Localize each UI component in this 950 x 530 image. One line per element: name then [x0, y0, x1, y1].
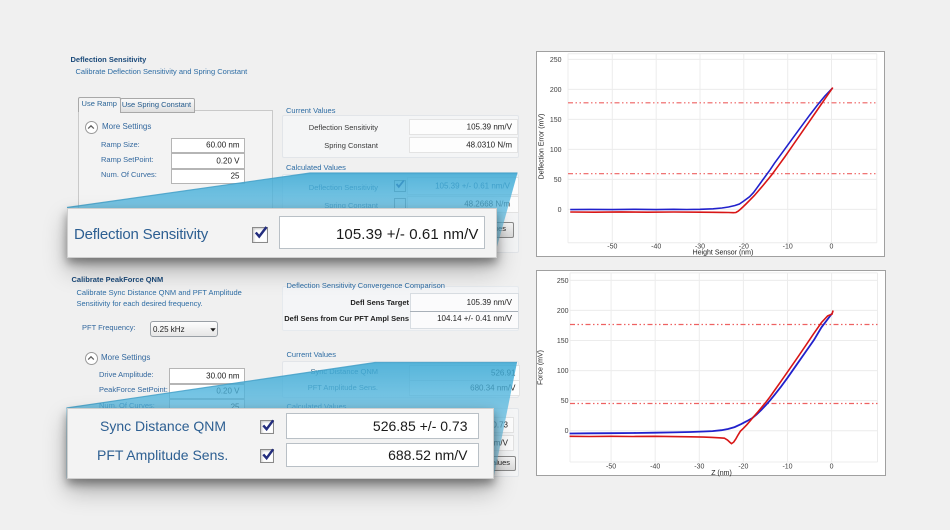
svg-text:-50: -50 [606, 463, 616, 470]
svg-text:100: 100 [556, 368, 568, 375]
svg-text:250: 250 [549, 56, 561, 63]
svg-text:0: 0 [557, 206, 561, 213]
svg-text:-40: -40 [650, 463, 660, 470]
svg-text:0: 0 [564, 428, 568, 435]
svg-text:100: 100 [549, 146, 561, 153]
svg-text:50: 50 [560, 398, 568, 405]
svg-text:Height Sensor (nm): Height Sensor (nm) [692, 249, 753, 256]
svg-text:-50: -50 [607, 243, 617, 250]
svg-text:Deflection Error (mV): Deflection Error (mV) [538, 113, 545, 179]
svg-text:-30: -30 [694, 463, 704, 470]
svg-text:-20: -20 [738, 463, 748, 470]
svg-text:0: 0 [829, 243, 833, 250]
svg-text:50: 50 [553, 176, 561, 183]
svg-text:250: 250 [556, 277, 568, 284]
svg-text:-30: -30 [694, 243, 704, 250]
svg-text:-20: -20 [738, 243, 748, 250]
svg-text:200: 200 [549, 86, 561, 93]
svg-text:Force (mV): Force (mV) [537, 350, 544, 385]
svg-text:Z (nm): Z (nm) [711, 470, 732, 477]
svg-text:-40: -40 [651, 243, 661, 250]
svg-text:-10: -10 [782, 243, 792, 250]
svg-text:-10: -10 [782, 463, 792, 470]
svg-text:150: 150 [549, 116, 561, 123]
svg-text:200: 200 [556, 307, 568, 314]
svg-text:150: 150 [556, 338, 568, 345]
svg-text:0: 0 [829, 463, 833, 470]
